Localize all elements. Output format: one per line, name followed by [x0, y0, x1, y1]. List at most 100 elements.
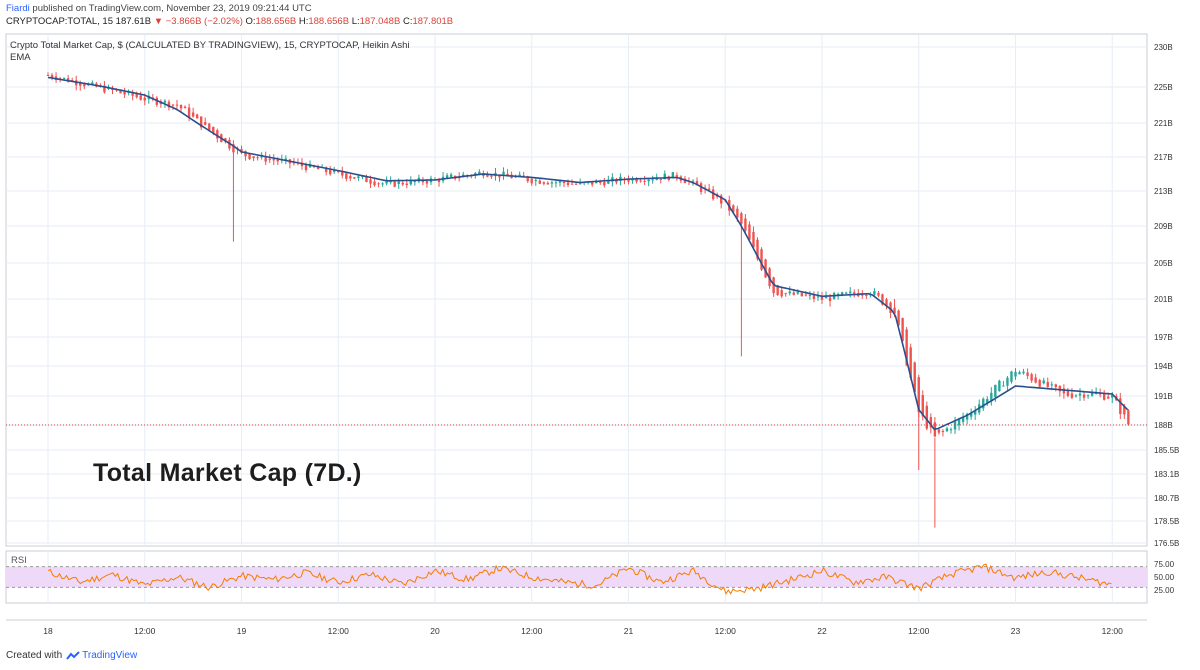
candle-body	[506, 173, 509, 176]
candle-body	[179, 104, 183, 109]
last-price: 187.61B	[115, 16, 152, 27]
candle-body	[478, 171, 481, 175]
symbol-ohlc-bar: CRYPTOCAP:TOTAL, 15 187.61B ▼ −3.866B (−…	[6, 16, 453, 27]
candle-body	[760, 249, 763, 270]
candle-body	[530, 178, 533, 184]
y-tick-label: 217B	[1154, 153, 1173, 162]
rsi-label: RSI	[11, 555, 27, 566]
candle-body	[328, 169, 332, 175]
candle-body	[748, 224, 751, 240]
candle-body	[720, 195, 723, 204]
candle-body	[175, 104, 179, 106]
candle-body	[486, 174, 489, 177]
candle-body	[865, 294, 868, 296]
candle-body	[1026, 372, 1029, 376]
candle-body	[397, 181, 400, 185]
candle-body	[1123, 406, 1126, 415]
candle-body	[965, 413, 969, 420]
candle-body	[796, 292, 800, 294]
candle-body	[357, 176, 360, 178]
candle-body	[204, 122, 207, 125]
candle-body	[808, 294, 812, 296]
candle-body	[752, 232, 755, 248]
candle-body	[812, 294, 816, 299]
candle-body	[1078, 393, 1082, 396]
candle-body	[123, 91, 126, 95]
candle-body	[986, 399, 989, 404]
candle-body	[1002, 385, 1005, 387]
rsi-tick-label: 75.00	[1154, 560, 1175, 569]
ema-path	[47, 76, 1129, 431]
price-change: ▼ −3.866B (−2.02%)	[153, 16, 243, 27]
candle-body	[83, 84, 86, 87]
x-tick-label: 12:00	[908, 626, 930, 636]
candle-body	[256, 157, 259, 159]
candle-body	[998, 380, 1001, 392]
candle-body	[70, 80, 74, 82]
candle-body	[437, 179, 441, 183]
candle-body	[1038, 380, 1041, 387]
candle-body	[603, 182, 606, 186]
candle-body	[1010, 371, 1013, 382]
candle-body	[957, 418, 961, 426]
candle-body	[651, 179, 654, 181]
candle-body	[46, 75, 50, 76]
close-label: C:	[402, 16, 413, 27]
candle-body	[139, 95, 142, 100]
candle-body	[921, 395, 924, 417]
author-link[interactable]: Fiardi	[6, 3, 30, 14]
candle-body	[607, 179, 610, 184]
candle-body	[949, 429, 953, 431]
candle-body	[413, 181, 417, 183]
candle-body	[550, 182, 554, 184]
candle-body	[341, 171, 344, 176]
candle-body	[349, 176, 352, 179]
candle-body	[816, 296, 820, 298]
candle-body	[554, 182, 558, 184]
y-tick-label: 194B	[1154, 362, 1173, 371]
candle-body	[542, 182, 546, 184]
candle-body	[91, 82, 94, 85]
candle-body	[897, 310, 900, 326]
x-tick-label: 12:00	[715, 626, 737, 636]
candle-body	[405, 183, 408, 186]
open-value: 188.656B	[255, 16, 297, 27]
y-tick-label: 178.5B	[1154, 517, 1179, 526]
created-with-text: Created with	[6, 650, 63, 661]
candle-body	[732, 205, 735, 213]
y-tick-label: 176.5B	[1154, 539, 1179, 548]
candle-body	[212, 126, 215, 134]
y-tick-label: 185.5B	[1154, 446, 1179, 455]
x-tick-label: 12:00	[1102, 626, 1124, 636]
candle-body	[365, 176, 368, 183]
candle-body	[1054, 384, 1058, 388]
publish-info: Fiardi published on TradingView.com, Nov…	[6, 3, 312, 14]
candles	[46, 72, 1130, 528]
candle-body	[961, 417, 965, 422]
candle-body	[744, 218, 747, 231]
candle-body	[216, 130, 219, 139]
candle-body	[1034, 377, 1037, 383]
rsi-tick-label: 50.00	[1154, 573, 1175, 582]
candle-body	[268, 158, 271, 160]
tradingview-logo[interactable]: TradingView	[66, 650, 137, 661]
candle-body	[534, 180, 537, 182]
candle-body	[1111, 394, 1114, 398]
candle-body	[675, 175, 679, 178]
chart-legend-ema: EMA	[10, 52, 31, 63]
close-value: 187.801B	[412, 16, 454, 27]
published-text: published on TradingView.com, November 2…	[32, 3, 312, 14]
candle-body	[224, 138, 227, 142]
candle-body	[788, 291, 791, 294]
y-tick-label: 209B	[1154, 222, 1173, 231]
x-tick-label: 20	[430, 626, 440, 636]
candle-body	[683, 178, 687, 184]
axes: 230B 225B 221B 217B 213B 209B 205B 201B 197B 194B…	[6, 43, 1179, 636]
candle-body	[917, 377, 920, 413]
candle-body	[591, 181, 594, 185]
candle-body	[1090, 392, 1094, 396]
candle-body	[804, 294, 808, 296]
candle-body	[1018, 372, 1021, 375]
candle-body	[502, 171, 505, 176]
